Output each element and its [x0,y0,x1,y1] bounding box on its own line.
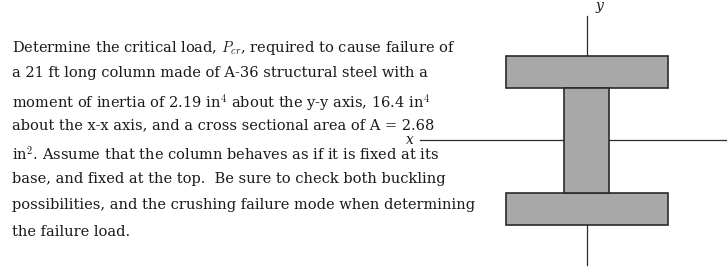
Text: x: x [406,134,414,147]
Text: y: y [595,267,603,271]
Text: base, and fixed at the top.  Be sure to check both buckling: base, and fixed at the top. Be sure to c… [12,172,445,186]
Text: the failure load.: the failure load. [12,224,130,238]
Bar [506,56,667,88]
Text: Determine the critical load, $P_{cr}$, required to cause failure of: Determine the critical load, $P_{cr}$, r… [12,39,455,57]
Text: about the x-x axis, and a cross sectional area of A = 2.68: about the x-x axis, and a cross sectiona… [12,119,434,133]
Bar [506,193,667,225]
Text: possibilities, and the crushing failure mode when determining: possibilities, and the crushing failure … [12,198,475,212]
Bar [564,88,609,193]
Text: moment of inertia of 2.19 in$^4$ about the y-y axis, 16.4 in$^4$: moment of inertia of 2.19 in$^4$ about t… [12,92,430,113]
Text: a 21 ft long column made of A-36 structural steel with a: a 21 ft long column made of A-36 structu… [12,66,427,80]
Text: in$^2$. Assume that the column behaves as if it is fixed at its: in$^2$. Assume that the column behaves a… [12,145,438,163]
Text: y: y [595,0,603,13]
